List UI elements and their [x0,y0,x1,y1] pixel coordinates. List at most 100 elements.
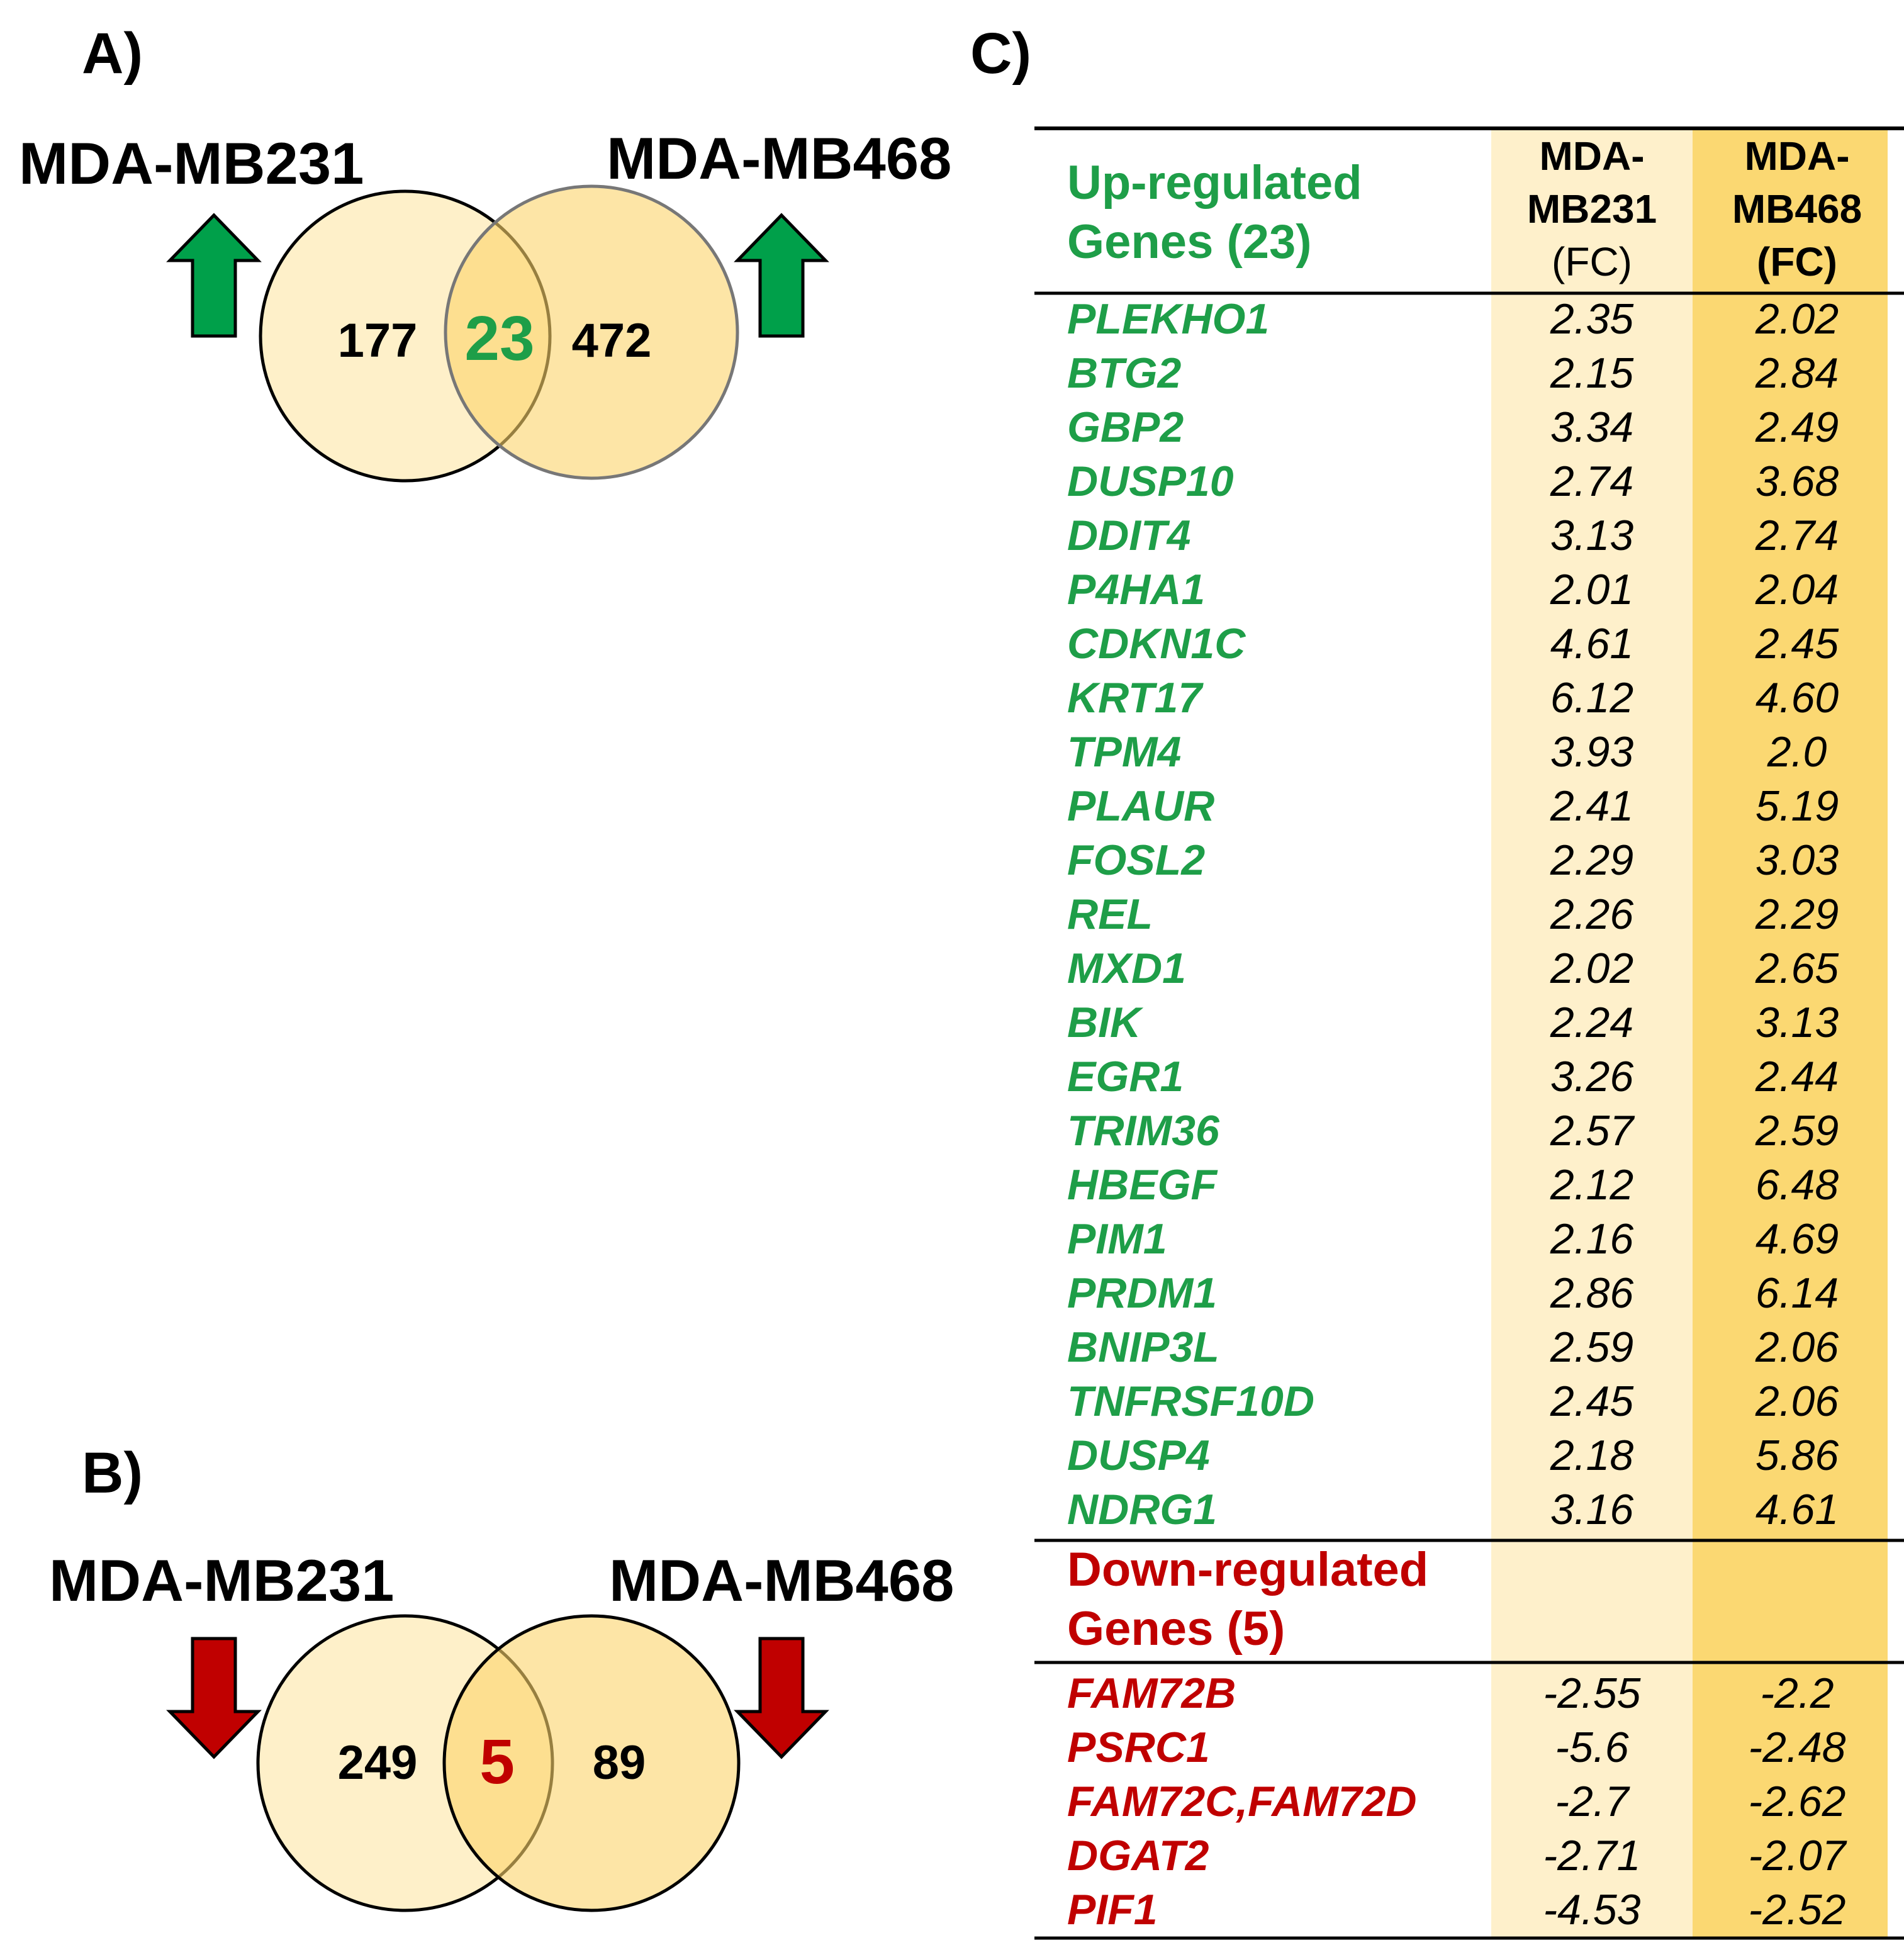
table-row: DUSP4 2.18 5.86 [1067,1432,1839,1479]
fold-change-mda-mb231: -5.6 [1555,1724,1628,1771]
table-header: Up-regulated Genes (23) MDA- MB231 (FC) … [1067,133,1862,284]
fold-change-mda-mb468: -2.48 [1749,1724,1846,1771]
fold-change-mda-mb231: 3.26 [1550,1053,1634,1101]
fold-change-mda-mb231: 6.12 [1550,674,1633,722]
fold-change-mda-mb231: -4.53 [1543,1886,1641,1934]
gene-name: BTG2 [1067,349,1182,397]
column-header-mda-mb231-line2: MB231 [1527,186,1657,232]
fold-change-mda-mb468: 6.14 [1756,1269,1839,1317]
fold-change-mda-mb468: 2.44 [1755,1053,1839,1101]
fold-change-mda-mb231: 2.15 [1550,349,1634,397]
gene-name: FAM72B [1067,1669,1236,1717]
fold-change-mda-mb468: 2.84 [1755,349,1839,397]
panel-b: B) MDA-MB231 MDA-MB468 249 5 89 [49,1441,954,1912]
fold-change-mda-mb468: 2.0 [1767,728,1827,776]
fold-change-mda-mb468: 2.04 [1755,566,1839,614]
column-header-mda-mb231-line1: MDA- [1539,133,1644,179]
panel-b-label: B) [82,1441,143,1505]
fold-change-mda-mb468: 2.06 [1755,1323,1839,1371]
gene-name: KRT17 [1067,674,1204,722]
table-row: P4HA1 2.01 2.04 [1067,566,1839,614]
up-regulated-count: Genes (23) [1067,215,1312,269]
fold-change-mda-mb231: -2.71 [1543,1832,1641,1880]
table-row: REL 2.26 2.29 [1067,890,1839,938]
fold-change-mda-mb468: 2.74 [1755,512,1839,559]
venn-diagram-downregulated: 249 5 89 [256,1614,741,1912]
venn-b-right-label: MDA-MB468 [609,1547,954,1613]
fold-change-mda-mb231: 2.02 [1550,944,1633,992]
panel-c: C) Up-regulated Genes (23) MDA- MB231 (F… [970,21,1904,1940]
table-row: DDIT4 3.13 2.74 [1067,512,1839,559]
venn-b-overlap-count: 5 [479,1727,515,1797]
gene-name: PSRC1 [1067,1724,1210,1771]
column-header-mda-mb231-unit: (FC) [1552,239,1632,284]
fold-change-mda-mb468: 2.65 [1755,944,1839,992]
gene-name: DDIT4 [1067,512,1190,559]
table-row: FOSL2 2.29 3.03 [1067,836,1839,884]
fold-change-mda-mb231: 3.34 [1550,403,1633,451]
table-row: TNFRSF10D 2.45 2.06 [1067,1377,1839,1425]
table-row: BTG2 2.15 2.84 [1067,349,1839,397]
fold-change-mda-mb468: 6.48 [1756,1161,1839,1209]
fold-change-mda-mb231: 3.16 [1550,1486,1634,1533]
gene-name: TPM4 [1067,728,1181,776]
fold-change-mda-mb468: 3.68 [1756,457,1839,505]
fold-change-mda-mb468: 3.03 [1756,836,1839,884]
table-row: PIM1 2.16 4.69 [1067,1215,1839,1263]
table-row: DUSP10 2.74 3.68 [1067,457,1839,505]
table-row: NDRG1 3.16 4.61 [1067,1486,1839,1533]
up-arrow-icon [166,213,262,338]
table-row: GBP2 3.34 2.49 [1067,403,1839,451]
gene-name: PLAUR [1067,782,1214,830]
panel-a-label: A) [82,21,143,86]
down-regulated-header: Down-regulated [1067,1543,1428,1596]
table-row: PSRC1 -5.6 -2.48 [1067,1724,1846,1771]
column-header-mda-mb468-line2: MB468 [1732,186,1862,232]
fold-change-mda-mb231: 2.26 [1550,890,1634,938]
fold-change-mda-mb468: -2.07 [1749,1832,1847,1880]
fold-change-mda-mb231: 4.61 [1550,620,1633,668]
down-arrow-icon [734,1637,829,1759]
gene-name: HBEGF [1067,1161,1218,1209]
fold-change-mda-mb468: 2.59 [1755,1107,1839,1155]
venn-a-left-label: MDA-MB231 [19,130,364,196]
table-row: TPM4 3.93 2.0 [1067,728,1827,776]
fold-change-mda-mb468: 4.61 [1756,1486,1839,1533]
up-regulated-header: Up-regulated [1067,156,1362,210]
down-regulated-rows: FAM72B -2.55 -2.2 PSRC1 -5.6 -2.48 FAM72C,FAM7… [1067,1669,1847,1934]
venn-b-right-only-count: 89 [593,1736,646,1790]
gene-name: PRDM1 [1067,1269,1217,1317]
gene-name: FOSL2 [1067,836,1205,884]
fold-change-mda-mb231: 2.41 [1550,782,1633,830]
table-row: FAM72C,FAM72D -2.7 -2.62 [1067,1778,1846,1825]
fold-change-mda-mb231: 2.59 [1550,1323,1633,1371]
fold-change-mda-mb468: 2.49 [1755,403,1839,451]
table-row: PRDM1 2.86 6.14 [1067,1269,1839,1317]
fold-change-mda-mb468: 2.45 [1755,620,1839,668]
gene-name: CDKN1C [1067,620,1246,668]
gene-name: BNIP3L [1067,1323,1219,1371]
gene-name: PIM1 [1067,1215,1167,1263]
venn-a-left-only-count: 177 [338,314,418,367]
gene-name: DGAT2 [1067,1832,1209,1880]
gene-name: EGR1 [1067,1053,1184,1101]
table-row: CDKN1C 4.61 2.45 [1067,620,1839,668]
table-row: DGAT2 -2.71 -2.07 [1067,1832,1847,1880]
venn-diagram-upregulated: 177 23 472 [259,184,739,483]
fold-change-mda-mb468: 2.02 [1755,295,1839,343]
column-mda-mb468-background [1693,130,1888,1938]
panel-c-label: C) [970,21,1031,86]
fold-change-mda-mb231: 2.01 [1550,566,1633,614]
gene-name: GBP2 [1067,403,1184,451]
fold-change-mda-mb468: -2.2 [1760,1669,1834,1717]
fold-change-mda-mb468: 5.86 [1756,1432,1839,1479]
table-row: PLAUR 2.41 5.19 [1067,782,1839,830]
fold-change-mda-mb231: 2.24 [1550,999,1633,1046]
gene-name: NDRG1 [1067,1486,1217,1533]
fold-change-mda-mb231: 3.13 [1550,512,1634,559]
fold-change-mda-mb468: 3.13 [1756,999,1839,1046]
down-arrow-icon [166,1637,262,1759]
venn-b-left-only-count: 249 [338,1736,418,1790]
fold-change-mda-mb231: 2.29 [1550,836,1633,884]
